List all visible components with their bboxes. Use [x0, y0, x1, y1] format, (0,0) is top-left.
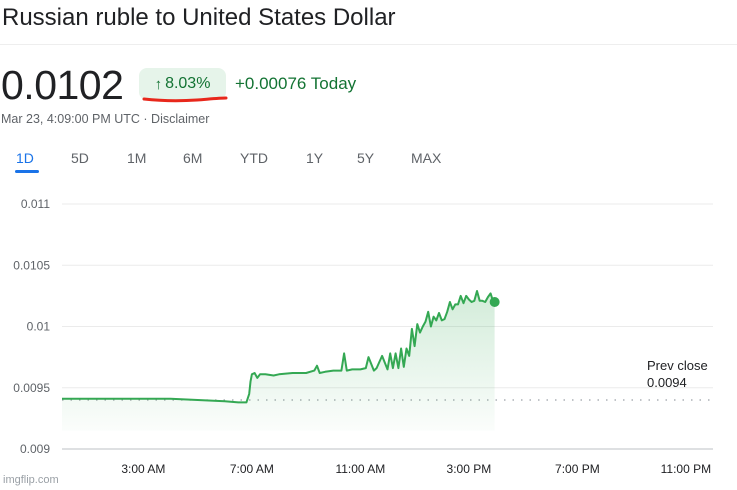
timestamp-disclaimer[interactable]: Mar 23, 4:09:00 PM UTC · Disclaimer: [1, 112, 210, 126]
tab-1d[interactable]: 1D: [16, 150, 34, 166]
prev-close-value: 0.0094: [647, 375, 687, 390]
arrow-up-icon: ↑: [154, 75, 163, 93]
tab-5d[interactable]: 5D: [71, 150, 89, 166]
tab-5y[interactable]: 5Y: [357, 150, 375, 166]
y-tick-label: 0.009: [20, 442, 50, 456]
change-badge: ↑ 8.03%: [139, 68, 226, 100]
tab-6m[interactable]: 6M: [183, 150, 203, 166]
current-price: 0.0102: [1, 62, 124, 108]
tab-max[interactable]: MAX: [411, 150, 442, 166]
change-absolute: +0.00076 Today: [235, 74, 357, 93]
x-tick-label: 7:00 PM: [555, 462, 600, 476]
red-underline-annotation: [142, 96, 228, 103]
prev-close-label: Prev close: [647, 358, 708, 373]
page-title: Russian ruble to United States Dollar: [2, 4, 396, 31]
tab-1m[interactable]: 1M: [127, 150, 147, 166]
y-tick-label: 0.0095: [13, 381, 50, 395]
x-tick-label: 3:00 PM: [447, 462, 492, 476]
tab-1y[interactable]: 1Y: [306, 150, 324, 166]
x-tick-label: 3:00 AM: [121, 462, 165, 476]
series-line: [62, 290, 495, 404]
watermark: imgflip.com: [3, 474, 59, 486]
x-tick-label: 11:00 AM: [335, 462, 385, 476]
tab-ytd[interactable]: YTD: [240, 150, 268, 166]
title-divider: [0, 44, 737, 45]
last-point-marker: [489, 297, 500, 307]
x-tick-label: 11:00 PM: [661, 462, 711, 476]
series-area: [62, 291, 495, 431]
y-tick-label: 0.011: [21, 197, 50, 211]
change-percent: 8.03%: [165, 75, 211, 92]
active-tab-indicator: [15, 170, 39, 173]
y-tick-label: 0.01: [27, 320, 51, 334]
y-tick-label: 0.0105: [13, 258, 50, 272]
x-tick-label: 7:00 AM: [230, 462, 274, 476]
